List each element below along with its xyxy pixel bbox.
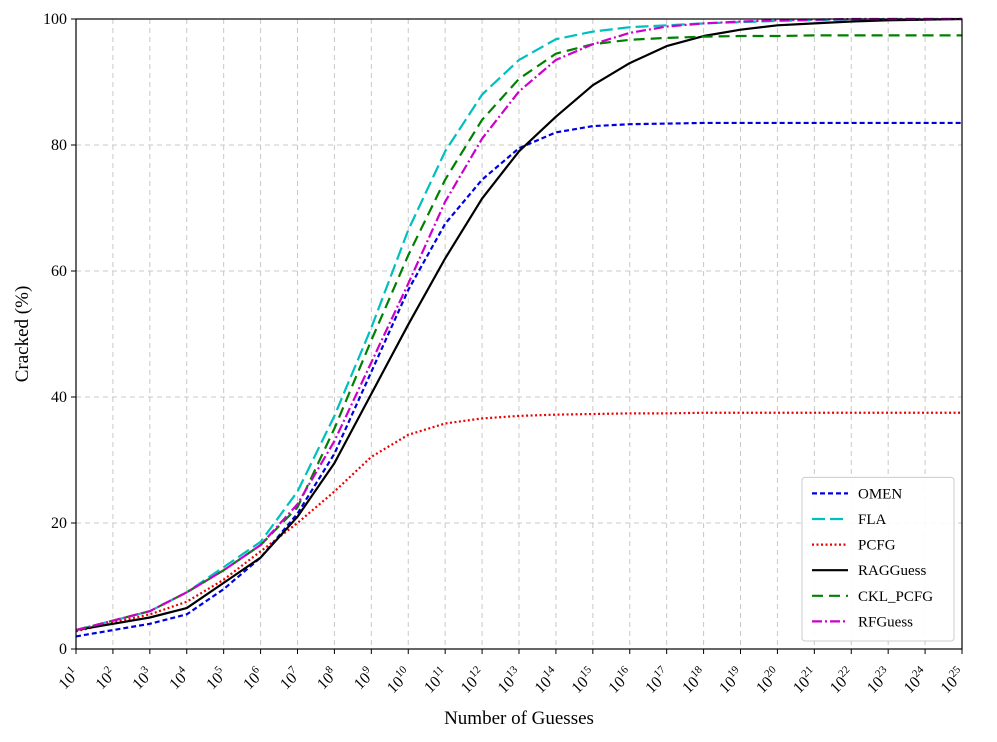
series-line-pcfg bbox=[75, 411, 962, 633]
x-tick-label: 105 bbox=[201, 663, 231, 693]
legend-label: OMEN bbox=[858, 486, 902, 502]
y-tick-label: 60 bbox=[51, 263, 67, 280]
y-axis: 0 20 40 60 80 100 bbox=[43, 11, 76, 658]
y-tick-label: 100 bbox=[43, 11, 67, 28]
x-tick-label: 106 bbox=[238, 663, 268, 693]
x-tick-label: 1019 bbox=[714, 663, 748, 697]
x-tick-label: 103 bbox=[127, 663, 157, 693]
x-tick-label: 108 bbox=[312, 663, 342, 693]
x-tick-label: 1015 bbox=[566, 663, 600, 697]
x-tick-label: 1024 bbox=[899, 663, 933, 697]
series-line-omen bbox=[75, 121, 962, 638]
x-tick-label: 107 bbox=[275, 663, 305, 693]
x-tick-label: 101 bbox=[53, 664, 82, 693]
x-tick-label: 1012 bbox=[456, 664, 489, 697]
x-tick-label: 1014 bbox=[530, 663, 564, 697]
x-tick-label: 109 bbox=[349, 663, 379, 693]
x-tick-label: 1023 bbox=[862, 663, 896, 697]
legend-label: RAGGuess bbox=[858, 563, 926, 579]
y-tick-label: 40 bbox=[51, 389, 67, 406]
series-line-ckl-pcfg bbox=[75, 34, 962, 632]
series-line-ragguess bbox=[75, 17, 963, 632]
x-tick-label: 1011 bbox=[419, 664, 452, 697]
legend-label: CKL_PCFG bbox=[858, 589, 933, 605]
x-axis-label: Number of Guesses bbox=[444, 708, 594, 729]
y-axis-label: Cracked (%) bbox=[12, 286, 33, 383]
x-tick-label: 1013 bbox=[493, 663, 527, 697]
x-tick-label: 1018 bbox=[677, 663, 711, 697]
legend-label: RFGuess bbox=[858, 614, 913, 630]
x-tick-label: 102 bbox=[90, 664, 119, 693]
series-lines bbox=[75, 17, 963, 638]
x-tick-label: 1021 bbox=[788, 664, 821, 697]
x-tick-label: 1010 bbox=[382, 663, 416, 697]
x-tick-label: 1025 bbox=[936, 663, 970, 697]
y-tick-label: 80 bbox=[51, 137, 67, 154]
y-tick-label: 20 bbox=[51, 515, 67, 532]
legend: OMEN FLA PCFG RAGGuess CKL_PCFG RFGuess bbox=[801, 476, 955, 642]
series-line-fla bbox=[75, 17, 962, 632]
x-axis: 101 102 103 104 105 106 107 108 1091010101110121… bbox=[53, 649, 970, 697]
x-tick-label: 1020 bbox=[751, 663, 785, 697]
x-tick-label: 1016 bbox=[603, 663, 637, 697]
legend-label: PCFG bbox=[858, 538, 896, 554]
y-tick-label: 0 bbox=[59, 641, 67, 658]
x-tick-label: 1017 bbox=[640, 663, 674, 697]
x-tick-label: 1022 bbox=[825, 664, 858, 697]
grid bbox=[76, 19, 962, 649]
legend-label: FLA bbox=[858, 512, 887, 528]
x-tick-label: 104 bbox=[164, 663, 194, 693]
